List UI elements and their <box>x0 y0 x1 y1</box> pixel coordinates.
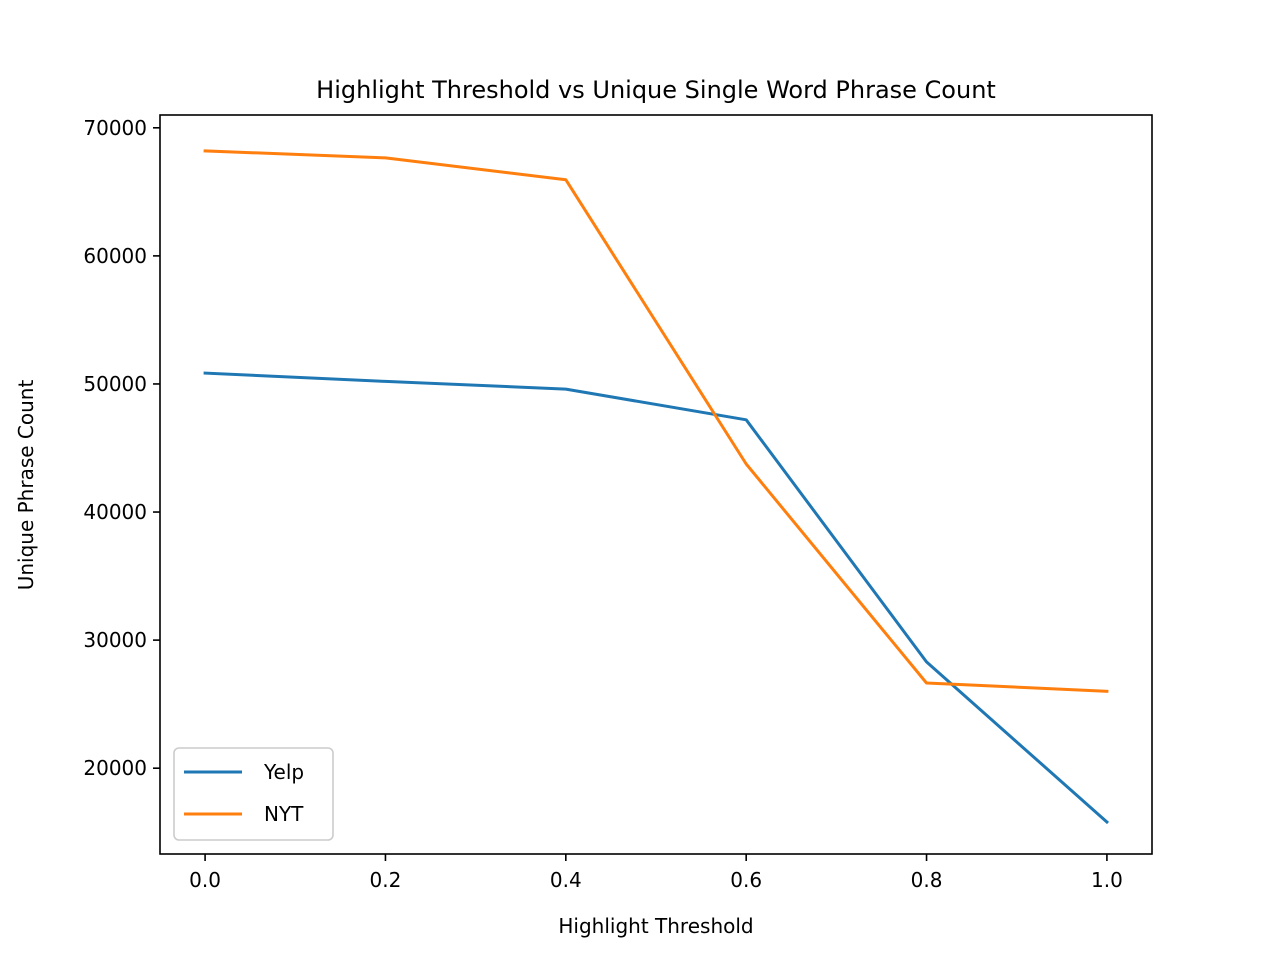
y-tick-label: 70000 <box>83 116 147 140</box>
x-tick-label: 0.6 <box>730 868 762 892</box>
x-axis-label: Highlight Threshold <box>558 914 753 938</box>
y-tick-label: 20000 <box>83 756 147 780</box>
legend: Yelp NYT <box>173 747 334 841</box>
y-tick-label: 30000 <box>83 628 147 652</box>
y-axis-label: Unique Phrase Count <box>14 380 38 591</box>
x-tick-label: 0.4 <box>550 868 582 892</box>
x-tick-label: 0.8 <box>911 868 943 892</box>
plot-area: 0.0 0.2 0.4 0.6 0.8 1.0 20000 30000 40000 50000 60… <box>83 116 1122 892</box>
legend-label-nyt: NYT <box>264 802 304 826</box>
y-tick-label: 50000 <box>83 372 147 396</box>
series-line-yelp <box>203 371 1110 825</box>
legend-label-yelp: Yelp <box>263 760 304 784</box>
y-tick-label: 60000 <box>83 244 147 268</box>
x-tick-label: 0.0 <box>189 868 221 892</box>
series-line-nyt <box>203 149 1109 693</box>
x-tick-label: 0.2 <box>370 868 402 892</box>
plot-frame <box>159 114 1153 855</box>
legend-box <box>173 747 334 841</box>
x-tick-label: 1.0 <box>1091 868 1123 892</box>
chart-title: Highlight Threshold vs Unique Single Wor… <box>316 76 996 104</box>
y-tick-label: 40000 <box>83 500 147 524</box>
